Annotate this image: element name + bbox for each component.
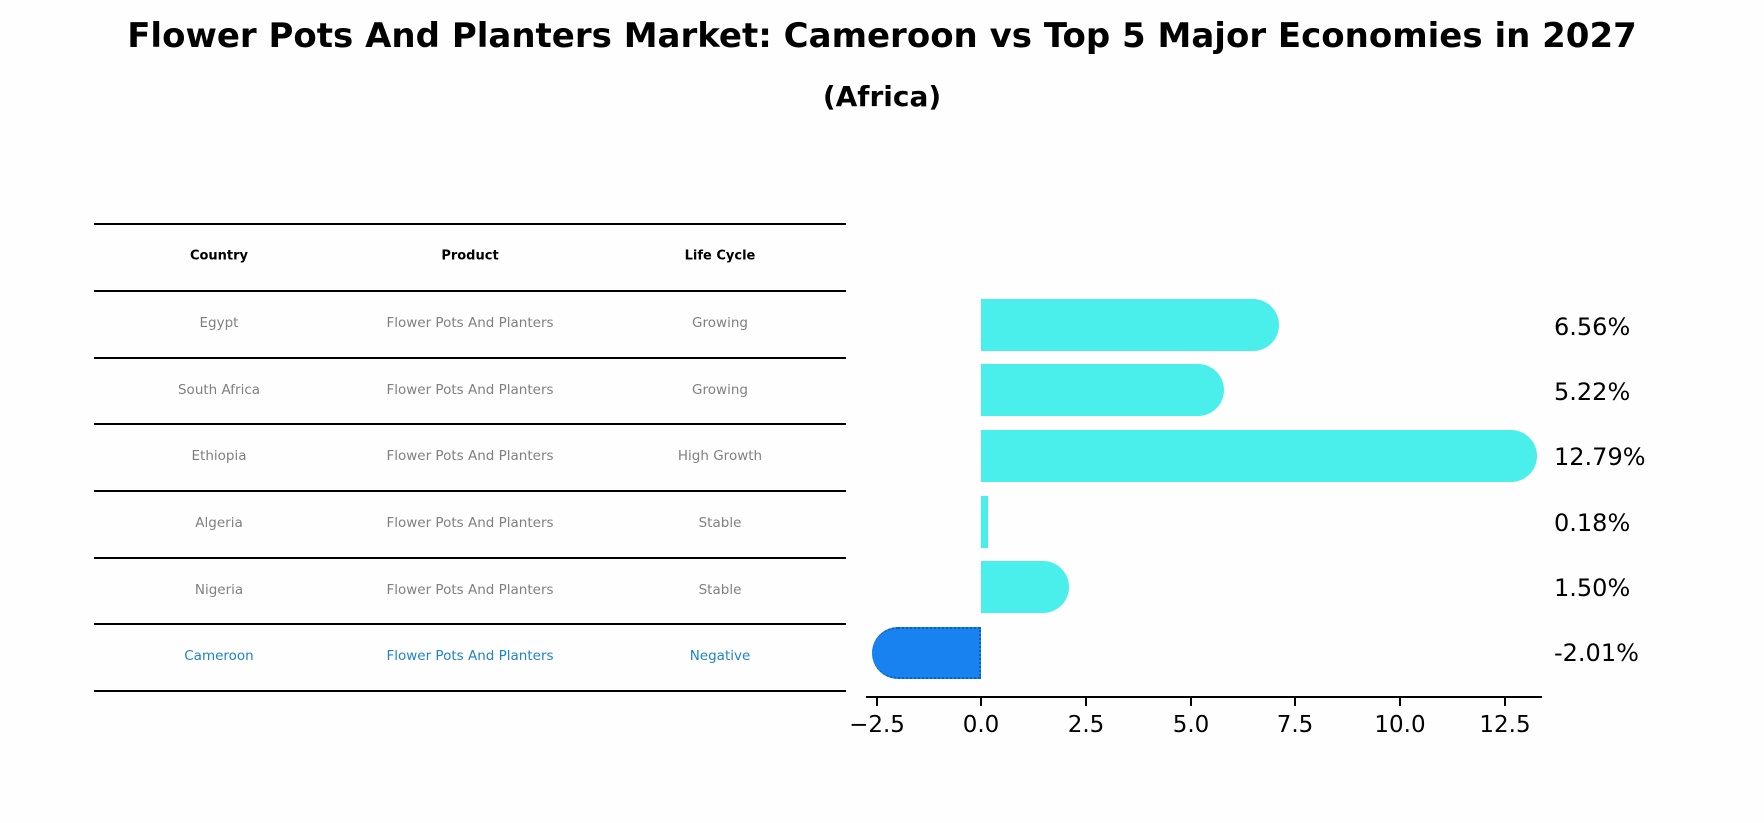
table-rule — [94, 290, 846, 292]
table-cell-life-cycle: Stable — [698, 515, 742, 531]
chart-title: Flower Pots And Planters Market: Cameroo… — [127, 16, 1637, 56]
bar-nigeria — [981, 561, 1069, 613]
value-label: -2.01% — [1554, 639, 1639, 667]
table-cell-country: South Africa — [177, 382, 261, 398]
value-label: 6.56% — [1554, 313, 1631, 341]
column-header-life-cycle: Life Cycle — [684, 248, 756, 264]
column-header-country: Country — [189, 248, 249, 264]
x-tick-label: 10.0 — [1374, 712, 1426, 738]
x-tick-label: 7.5 — [1276, 712, 1314, 738]
value-label: 12.79% — [1554, 443, 1646, 471]
table-rule — [94, 557, 846, 559]
x-tick — [1085, 697, 1087, 706]
table-rule — [94, 357, 846, 359]
table-rule — [94, 423, 846, 425]
table-cell-life-cycle-highlight: Negative — [689, 648, 751, 664]
x-tick-label: −2.5 — [849, 712, 905, 738]
table-cell-country: Ethiopia — [191, 448, 247, 464]
table-cell-product: Flower Pots And Planters — [386, 582, 554, 598]
table-cell-life-cycle: Growing — [692, 315, 748, 331]
x-tick — [1399, 697, 1401, 706]
bar-ethiopia — [981, 430, 1537, 482]
x-tick — [1190, 697, 1192, 706]
table-cell-life-cycle: High Growth — [677, 448, 763, 464]
table-cell-country-highlight: Cameroon — [184, 648, 254, 664]
table-cell-life-cycle: Stable — [698, 582, 742, 598]
table-rule — [94, 690, 846, 692]
table-rule — [94, 223, 846, 225]
x-tick-label: 2.5 — [1067, 712, 1105, 738]
x-tick — [1294, 697, 1296, 706]
table-cell-product-highlight: Flower Pots And Planters — [386, 648, 554, 664]
table-cell-product: Flower Pots And Planters — [386, 315, 554, 331]
bar-egypt — [981, 299, 1279, 351]
bar-algeria — [981, 496, 988, 548]
value-label: 0.18% — [1554, 509, 1631, 537]
x-tick — [1504, 697, 1506, 706]
bar-cameroon — [872, 627, 981, 679]
table-cell-product: Flower Pots And Planters — [386, 448, 554, 464]
column-header-product: Product — [441, 248, 499, 264]
bar-south-africa — [981, 364, 1224, 416]
chart-subtitle: (Africa) — [822, 80, 942, 113]
table-cell-product: Flower Pots And Planters — [386, 515, 554, 531]
x-tick-label: 12.5 — [1479, 712, 1531, 738]
value-label: 1.50% — [1554, 574, 1631, 602]
value-label: 5.22% — [1554, 378, 1631, 406]
x-tick-label: 0.0 — [962, 712, 1000, 738]
table-rule — [94, 490, 846, 492]
x-axis-line — [866, 696, 1542, 698]
x-tick — [876, 697, 878, 706]
table-cell-country: Algeria — [195, 515, 243, 531]
x-tick-label: 5.0 — [1172, 712, 1210, 738]
table-cell-country: Nigeria — [194, 582, 244, 598]
table-rule — [94, 623, 846, 625]
table-cell-product: Flower Pots And Planters — [386, 382, 554, 398]
x-tick — [980, 697, 982, 706]
table-cell-country: Egypt — [199, 315, 239, 331]
table-cell-life-cycle: Growing — [692, 382, 748, 398]
